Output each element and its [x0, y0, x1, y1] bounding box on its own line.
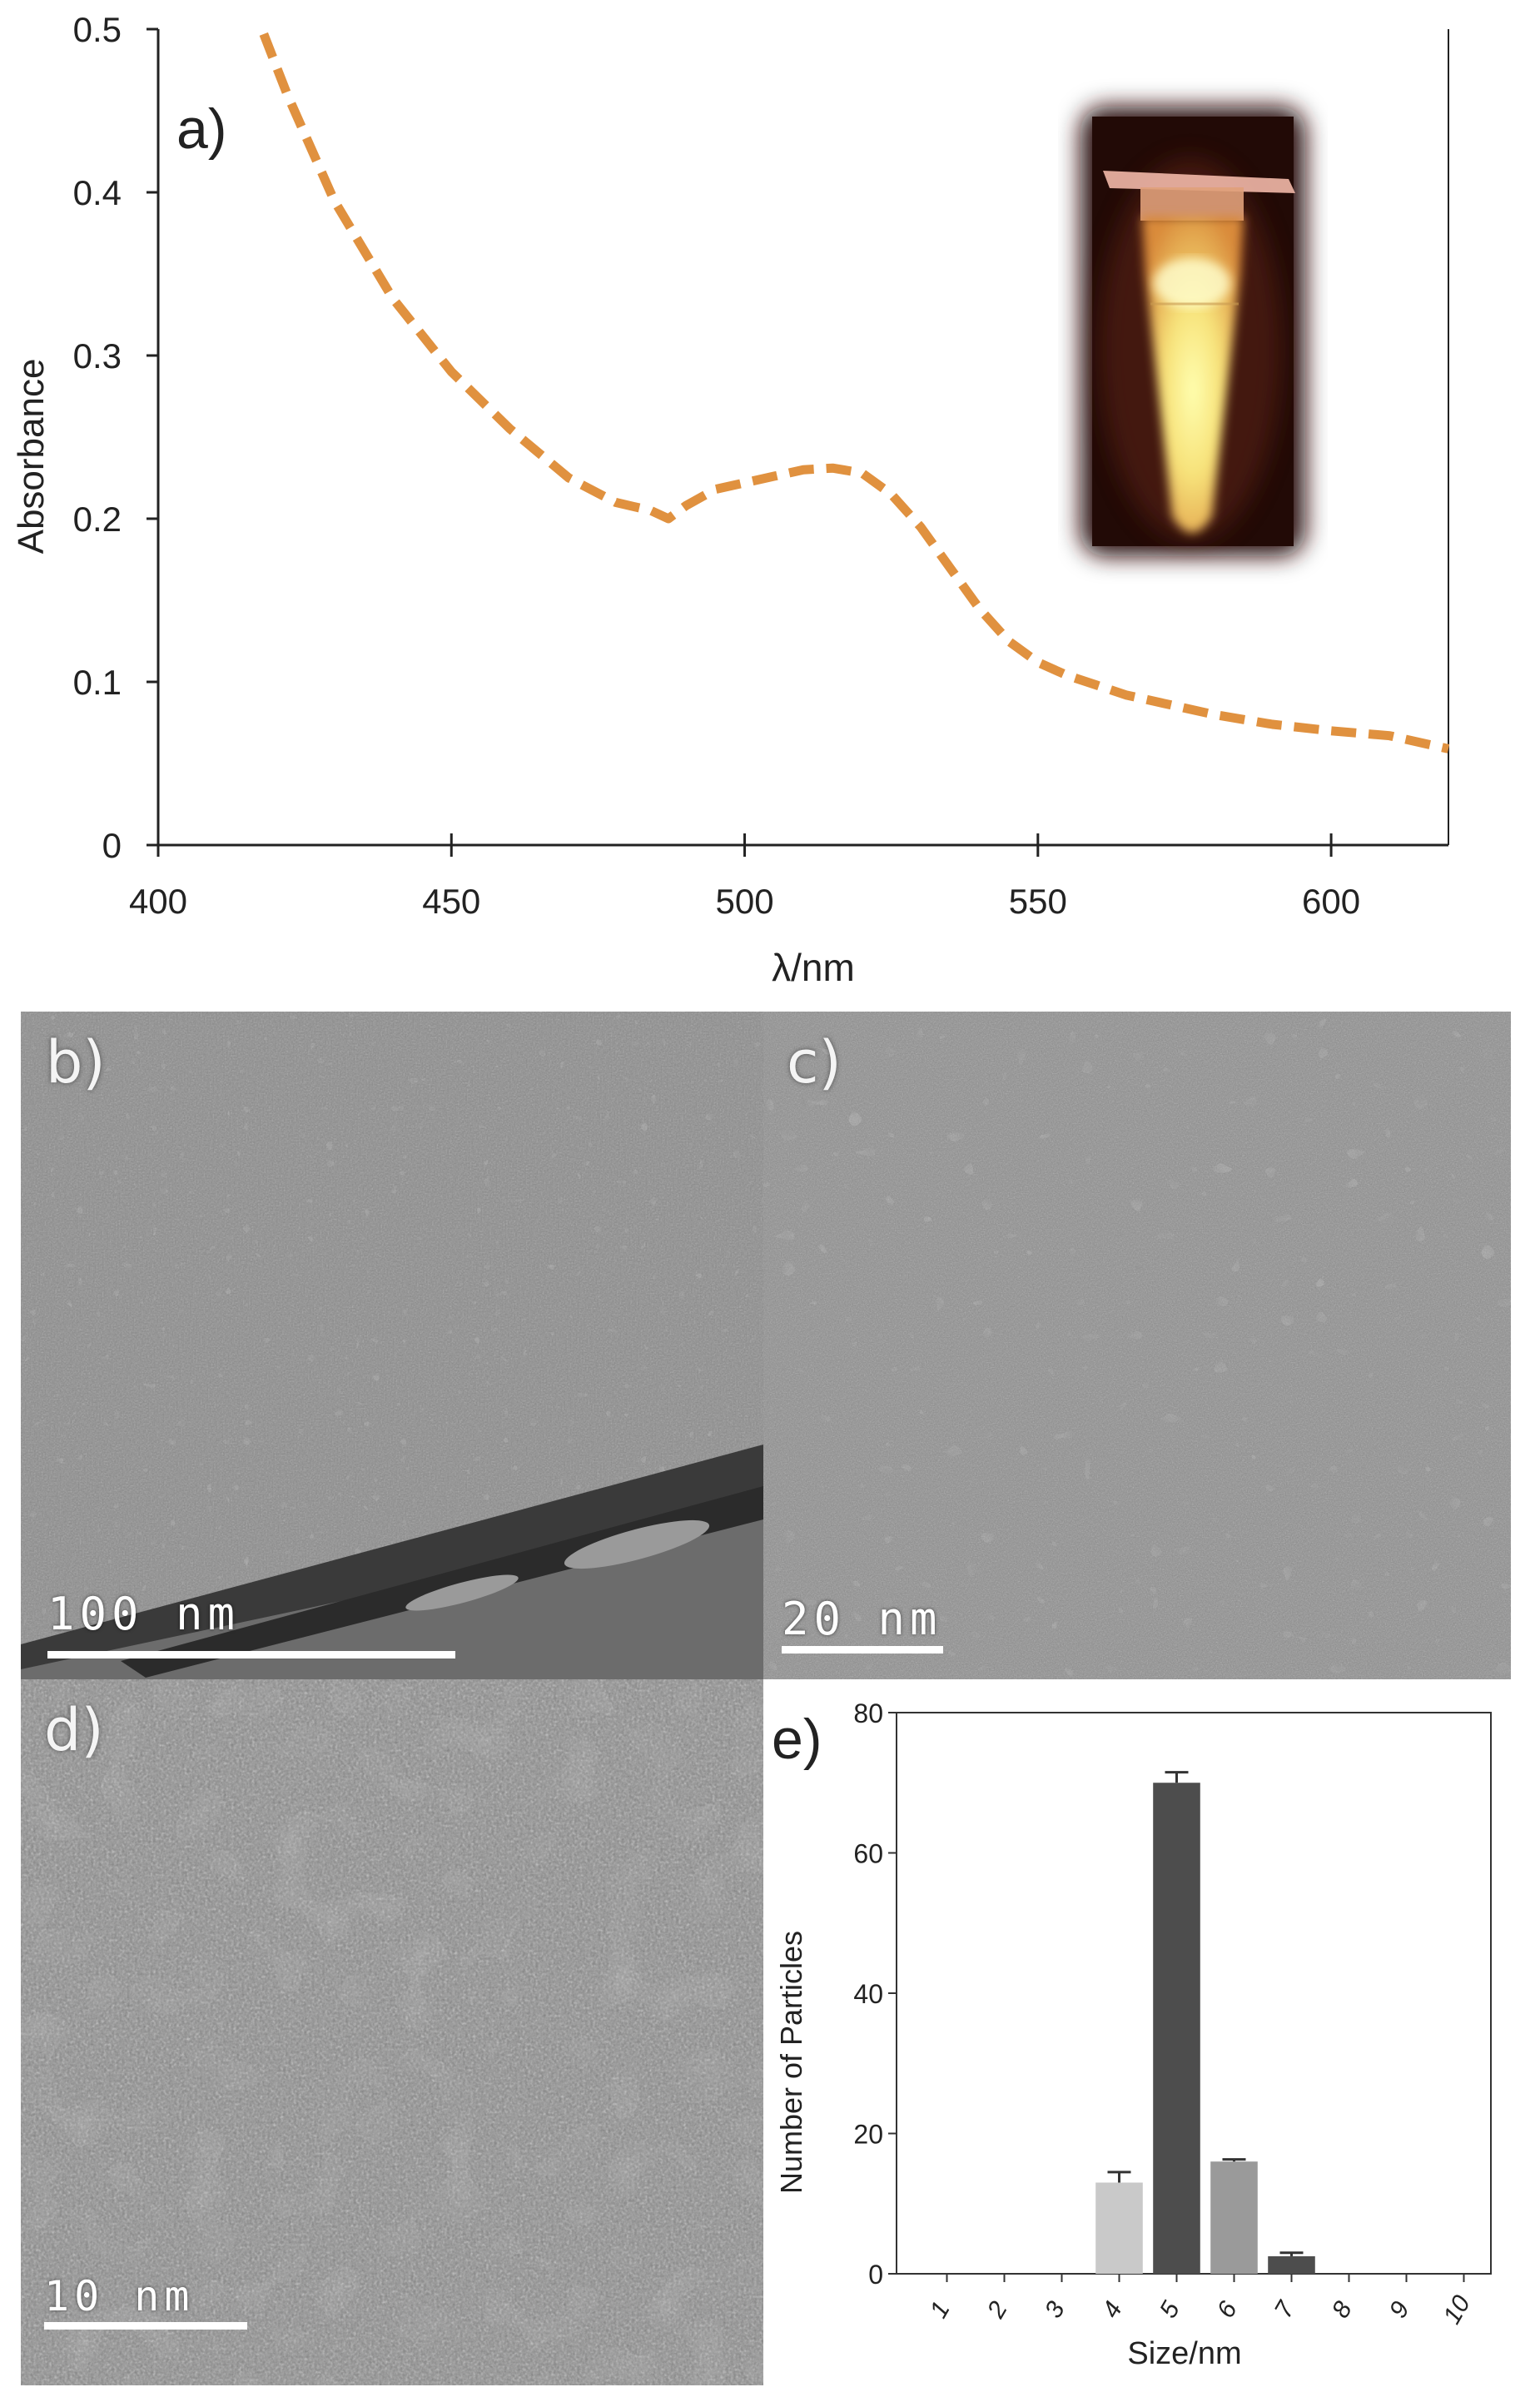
y-tick-label: 0 [102, 826, 122, 865]
tem-image-10nm: d) 10 nm [21, 1679, 763, 2385]
histogram-y-tick-label: 20 [853, 2120, 883, 2150]
histogram-y-axis: 0 20 40 60 80 [853, 1698, 897, 2290]
histogram-bars [1095, 1771, 1315, 2274]
absorbance-chart: 0 0.1 0.2 0.3 0.4 0.5 400 450 500 550 600 a) λ/nm… [11, 10, 1450, 989]
inset-tube-photo [1080, 107, 1305, 556]
scale-bar-10nm [44, 2322, 247, 2330]
x-tick-label: 400 [129, 882, 187, 921]
histogram-y-title: Number of Particles [774, 1931, 808, 2194]
tem-image-20nm: c) 20 nm [763, 1012, 1511, 1679]
bar-size-5 [1153, 1783, 1200, 2274]
panel-d-label: d) [44, 1696, 104, 1764]
bar-size-6 [1210, 2161, 1258, 2274]
tem-micrograph-d [21, 1679, 763, 2385]
histogram-y-tick-label: 0 [868, 2260, 883, 2290]
tem-micrograph-b [21, 1012, 763, 1679]
x-tick-label: 450 [422, 882, 480, 921]
x-tick-label: 550 [1009, 882, 1067, 921]
histogram-y-tick-label: 80 [853, 1698, 883, 1728]
x-tick-label: 600 [1302, 882, 1360, 921]
y-tick-label: 0.2 [73, 500, 122, 539]
y-axis-title: Absorbance [11, 359, 52, 554]
scale-label-20nm: 20 nm [782, 1593, 942, 1645]
y-tick-label: 0.1 [73, 663, 122, 702]
scale-bar-20nm [782, 1646, 943, 1654]
absorbance-line [259, 32, 1450, 753]
histogram-x-title: Size/nm [1127, 2336, 1241, 2371]
y-axis: 0 0.1 0.2 0.3 0.4 0.5 [73, 10, 158, 865]
tem-image-100nm: b) 100 nm [21, 1012, 763, 1679]
panel-c-label: c) [787, 1028, 842, 1097]
scale-label-10nm: 10 nm [44, 2272, 195, 2320]
absorbance-series [259, 32, 1450, 753]
bar-size-4 [1095, 2182, 1143, 2274]
x-axis: 400 450 500 550 600 [129, 833, 1360, 921]
y-tick-label: 0.5 [73, 10, 122, 49]
panel-a-label: a) [176, 97, 226, 161]
panel-b-label: b) [46, 1028, 106, 1097]
x-axis-title: λ/nm [772, 946, 855, 989]
x-tick-label: 500 [716, 882, 774, 921]
panel-e-label: e) [772, 1708, 822, 1771]
tem-micrograph-c [763, 1012, 1511, 1679]
plot-frame [156, 29, 1449, 847]
histogram-y-tick-label: 60 [853, 1839, 883, 1869]
scale-label-100nm: 100 nm [47, 1588, 241, 1640]
histogram-y-tick-label: 40 [853, 1979, 883, 2009]
y-tick-label: 0.4 [73, 173, 122, 212]
bar-size-7 [1268, 2255, 1315, 2274]
scale-bar-100nm [47, 1651, 455, 1658]
y-tick-label: 0.3 [73, 336, 122, 375]
